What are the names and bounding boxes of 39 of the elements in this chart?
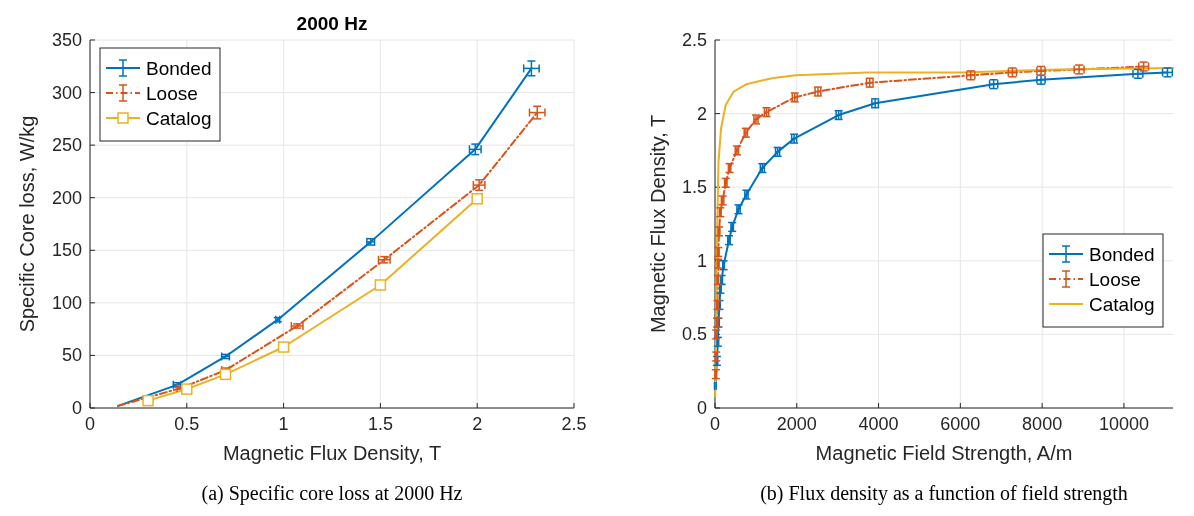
x-tick-label: 8000 <box>1022 414 1063 434</box>
x-tick-label: 2 <box>472 414 483 434</box>
legend-label: Catalog <box>1089 294 1155 315</box>
y-tick-label: 0.5 <box>681 324 707 345</box>
y-tick-label: 350 <box>51 30 82 50</box>
x-tick-label: 10000 <box>1098 414 1149 434</box>
x-tick-label: 0.5 <box>174 414 200 434</box>
x-tick-label: 0 <box>84 414 96 434</box>
legend-label: Catalog <box>146 108 212 129</box>
x-tick-label: 2.5 <box>561 414 587 434</box>
y-tick-label: 100 <box>51 292 82 313</box>
x-tick-label: 1.5 <box>367 414 393 434</box>
legend-label: Bonded <box>1089 244 1155 265</box>
x-tick-label: 2000 <box>776 414 817 434</box>
y-tick-label: 2.5 <box>681 30 707 50</box>
y-tick-label: 0 <box>71 398 82 418</box>
y-tick-label: 1 <box>696 250 707 271</box>
text: (a) Specific core loss at 2000 Hz <box>201 482 463 505</box>
legend-label: Loose <box>1089 269 1141 290</box>
x-tick-label: 0 <box>709 414 721 434</box>
legend-label: Loose <box>146 83 198 104</box>
text: (b) Flux density as a function of field strength <box>760 482 1128 505</box>
chart-title: 2000 Hz <box>296 13 368 34</box>
y-tick-label: 2 <box>696 103 707 124</box>
x-tick-label: 4000 <box>858 414 899 434</box>
y-tick-label: 1.5 <box>681 177 707 198</box>
y-tick-label: 150 <box>51 240 82 261</box>
y-tick-label: 50 <box>61 345 82 366</box>
y-axis-title: Magnetic Flux Density, T <box>647 114 669 334</box>
x-axis-title: Magnetic Field Strength, A/m <box>815 442 1073 464</box>
y-tick-label: 200 <box>51 187 82 208</box>
y-axis-title: Specific Core loss, W/kg <box>16 115 38 333</box>
x-axis-title: Magnetic Flux Density, T <box>222 442 442 464</box>
y-tick-label: 250 <box>51 135 82 156</box>
y-tick-label: 0 <box>696 398 707 418</box>
y-tick-label: 300 <box>51 82 82 103</box>
x-tick-label: 6000 <box>940 414 981 434</box>
legend-label: Bonded <box>146 58 212 79</box>
x-tick-label: 1 <box>278 414 289 434</box>
